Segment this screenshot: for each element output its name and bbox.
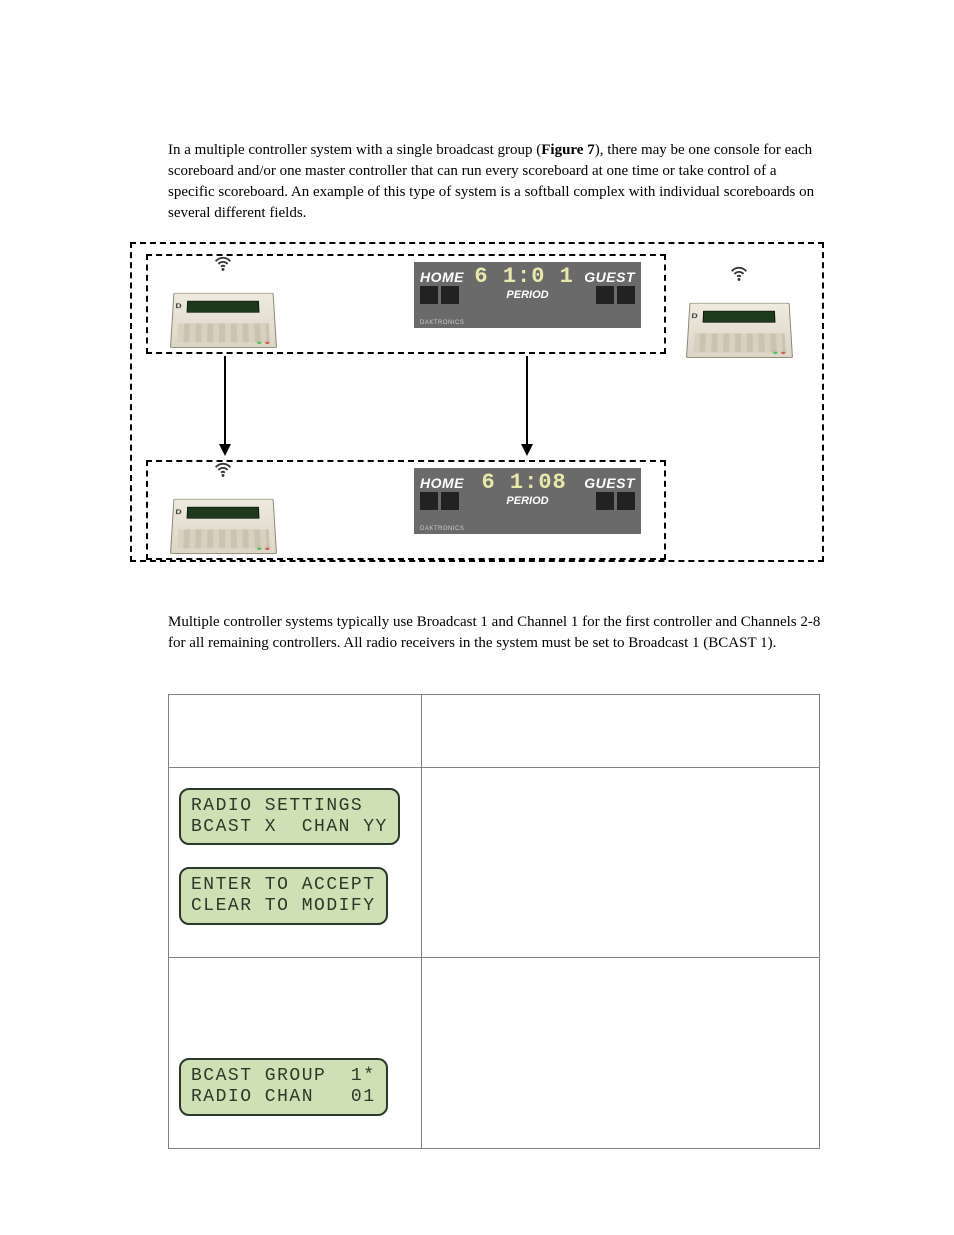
lcd-screen: BCAST GROUP 1* RADIO CHAN 01 <box>179 1058 388 1115</box>
time-display: 6 1:08 <box>482 472 567 494</box>
second-paragraph: Multiple controller systems typically us… <box>168 612 824 654</box>
table-cell <box>422 768 820 958</box>
period-label: PERIOD <box>506 289 548 301</box>
arrow-down-icon <box>520 356 534 458</box>
home-label: HOME <box>420 475 464 491</box>
controller-bottom: D <box>170 482 275 552</box>
controller-top: D <box>170 276 275 346</box>
guest-label: GUEST <box>584 269 635 285</box>
table-cell <box>422 957 820 1148</box>
brand-label: DAKTRONICS <box>420 320 464 326</box>
figure-ref: Figure 7 <box>541 142 594 158</box>
lcd-screen: ENTER TO ACCEPT CLEAR TO MODIFY <box>179 867 388 924</box>
lcd-screen: RADIO SETTINGS BCAST X CHAN YY <box>179 788 400 845</box>
scoreboard-top: HOME 6 1:0 1 GUEST PERIOD DAKTRONICS <box>414 262 641 328</box>
lcd-instruction-table: RADIO SETTINGS BCAST X CHAN YY ENTER TO … <box>168 694 820 1149</box>
intro-text-pre: In a multiple controller system with a s… <box>168 142 541 158</box>
period-label: PERIOD <box>506 495 548 507</box>
guest-label: GUEST <box>584 475 635 491</box>
home-label: HOME <box>420 269 464 285</box>
controller-master: D <box>686 286 791 356</box>
scoreboard-bottom: HOME 6 1:08 GUEST PERIOD DAKTRONICS <box>414 468 641 534</box>
table-cell <box>422 695 820 768</box>
brand-label: DAKTRONICS <box>420 526 464 532</box>
arrow-down-icon <box>218 356 232 458</box>
table-cell: RADIO SETTINGS BCAST X CHAN YY ENTER TO … <box>169 768 422 958</box>
time-display: 6 1:0 1 <box>474 266 573 288</box>
wifi-icon <box>212 458 234 480</box>
wifi-icon <box>212 252 234 274</box>
system-diagram: D D D HOME 6 1:0 1 GUEST PERIOD <box>130 242 824 562</box>
table-cell <box>169 695 422 768</box>
table-cell: BCAST GROUP 1* RADIO CHAN 01 <box>169 957 422 1148</box>
intro-paragraph: In a multiple controller system with a s… <box>168 140 824 224</box>
wifi-icon <box>728 262 750 284</box>
